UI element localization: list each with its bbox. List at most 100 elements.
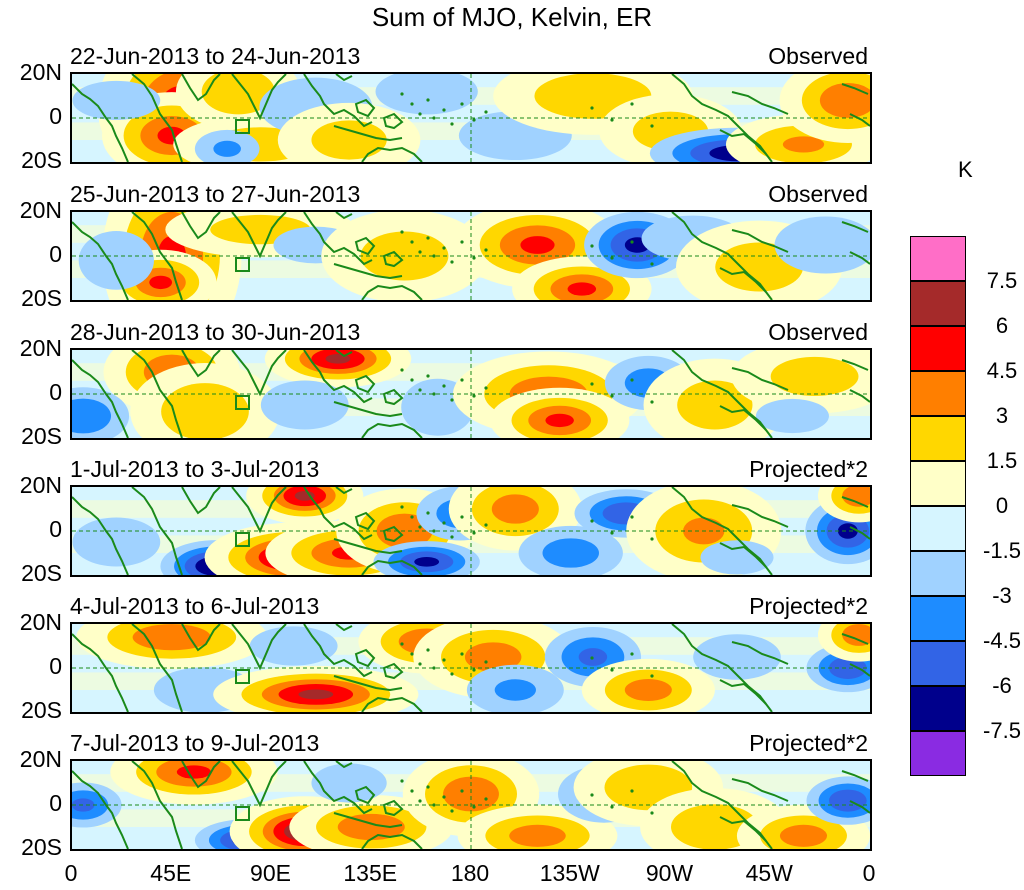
panel-period-label: 22-Jun-2013 to 24-Jun-2013	[70, 43, 361, 69]
anomaly-blob	[78, 231, 154, 290]
y-tick-label: 20S	[21, 285, 62, 311]
anomaly-blob	[489, 387, 630, 438]
colorbar-tick-label: 4.5	[986, 358, 1018, 383]
anomaly-blob	[72, 517, 161, 567]
y-tick-label: 20N	[19, 335, 62, 361]
colorbar-swatch	[910, 326, 966, 371]
y-tick-label: 0	[49, 653, 62, 679]
colorbar-swatch	[910, 281, 966, 326]
anomaly-blob	[76, 624, 268, 670]
anomaly-blob	[817, 624, 870, 662]
region-box	[235, 532, 250, 547]
colorbar-tick-label: 3	[995, 403, 1009, 428]
y-tick-label: 20N	[19, 472, 62, 498]
panel-kind-label: Observed	[768, 181, 868, 207]
colorbar-swatch	[910, 641, 966, 686]
colorbar-tick-label: -1.5	[983, 538, 1021, 563]
colorbar-swatch	[910, 236, 966, 281]
panel-map	[70, 348, 872, 440]
region-box	[235, 119, 250, 134]
anomaly-blob	[373, 541, 480, 575]
y-tick-label: 0	[49, 103, 62, 129]
colorbar-tick-label: -4.5	[983, 628, 1021, 653]
anomaly-blob	[774, 216, 870, 274]
anomaly-blob	[246, 487, 364, 525]
x-tick-label: 45W	[745, 860, 793, 886]
y-tick-label: 20S	[21, 834, 62, 860]
anomaly-blob	[581, 658, 715, 712]
colorbar-swatch	[910, 686, 966, 731]
region-box	[235, 395, 250, 410]
anomaly-blob	[213, 665, 419, 712]
coastlines	[72, 74, 870, 162]
y-tick-label: 0	[49, 790, 62, 816]
anomaly-blob	[817, 487, 870, 523]
colorbar-swatch	[910, 371, 966, 416]
region-box	[235, 669, 250, 684]
anomaly-blob	[755, 398, 829, 434]
anomaly-blob	[311, 763, 387, 803]
colorbar-tick-label: 7.5	[986, 268, 1018, 293]
anomaly-blob	[693, 634, 781, 680]
y-tick-label: 20S	[21, 560, 62, 586]
y-tick-label: 20S	[21, 147, 62, 173]
coastlines	[72, 350, 870, 438]
colorbar-swatch	[910, 506, 966, 551]
colorbar-swatch	[910, 551, 966, 596]
colorbar-tick-label: 6	[995, 313, 1009, 338]
colorbar-tick-label: -7.5	[983, 718, 1021, 743]
y-tick-label: 20S	[21, 423, 62, 449]
panel-map	[70, 210, 872, 302]
panel-period-label: 4-Jul-2013 to 6-Jul-2013	[70, 593, 320, 619]
colorbar-tick-label: -6	[992, 673, 1012, 698]
y-tick-label: 20N	[19, 746, 62, 772]
anomaly-blob	[643, 358, 787, 438]
y-tick-label: 0	[49, 379, 62, 405]
colorbar-swatch	[910, 731, 966, 776]
panel-kind-label: Projected*2	[749, 730, 868, 756]
x-tick-label: 90E	[250, 860, 291, 886]
panel-map	[70, 72, 872, 164]
colorbar-swatch	[910, 416, 966, 461]
panel-kind-label: Projected*2	[749, 593, 868, 619]
colorbar-tick-label: 0	[995, 493, 1009, 518]
y-tick-label: 0	[49, 516, 62, 542]
coastlines	[72, 624, 870, 712]
anomaly-blob	[130, 363, 280, 438]
y-tick-label: 20N	[19, 59, 62, 85]
x-tick-label: 135E	[343, 860, 398, 886]
panel-period-label: 28-Jun-2013 to 30-Jun-2013	[70, 319, 361, 345]
x-tick-label: 45E	[150, 860, 192, 886]
panel-kind-label: Projected*2	[749, 456, 868, 482]
anomaly-blob	[731, 350, 870, 414]
panel-kind-label: Observed	[768, 43, 868, 69]
panel-period-label: 7-Jul-2013 to 9-Jul-2013	[70, 730, 320, 756]
colorbar-unit: K	[958, 157, 973, 182]
region-box	[235, 257, 250, 272]
y-tick-label: 20N	[19, 609, 62, 635]
x-tick-label: 0	[64, 860, 78, 886]
x-axis: 0 45E 90E 135E 180 135W 90W 45W 0	[0, 860, 1024, 890]
panel-period-label: 25-Jun-2013 to 27-Jun-2013	[70, 181, 361, 207]
anomaly-blob	[72, 387, 130, 438]
colorbar-swatch	[910, 596, 966, 641]
coastlines	[72, 487, 870, 575]
panel-map	[70, 485, 872, 577]
anomaly-blob	[806, 776, 870, 825]
panel-kind-label: Observed	[768, 319, 868, 345]
anomaly-blob	[466, 664, 564, 712]
x-tick-label: 90W	[645, 860, 694, 886]
y-tick-label: 20S	[21, 697, 62, 723]
anomaly-blob	[260, 380, 349, 430]
colorbar-tick-label: 1.5	[986, 448, 1018, 473]
colorbar-tick-label: -3	[992, 583, 1012, 608]
anomaly-blob	[249, 626, 338, 666]
x-tick-label: 180	[450, 860, 490, 886]
anomaly-blob	[375, 74, 478, 115]
chart-title: Sum of MJO, Kelvin, ER	[371, 2, 653, 32]
y-tick-label: 0	[49, 241, 62, 267]
anomaly-blob	[518, 525, 623, 575]
x-tick-label: 135W	[539, 860, 600, 886]
panel-map	[70, 622, 872, 714]
anomaly-blob	[700, 540, 774, 575]
